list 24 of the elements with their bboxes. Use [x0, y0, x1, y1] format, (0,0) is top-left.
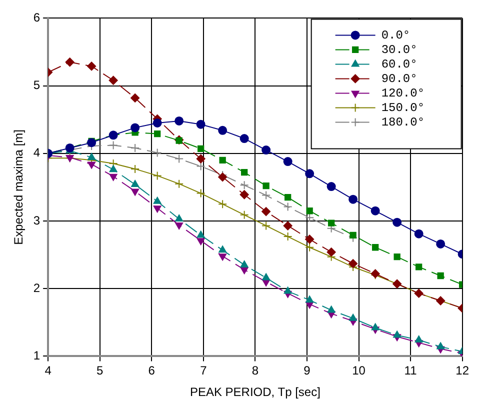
legend-label: 60.0°	[381, 57, 418, 72]
x-tick-label: 12	[456, 364, 470, 378]
legend-label: 90.0°	[381, 72, 418, 86]
y-tick-label: 1	[33, 348, 40, 363]
y-tick-label: 3	[33, 213, 40, 228]
x-tick-label: 9	[304, 364, 311, 378]
y-tick-label: 6	[33, 10, 40, 25]
x-tick-label: 7	[200, 364, 208, 378]
x-tick-label: 4	[44, 364, 52, 378]
legend-label: 150.0°	[381, 100, 425, 115]
x-tick-label: 8	[252, 364, 259, 378]
legend-label: 120.0°	[381, 86, 425, 100]
y-axis-title: Expected maxima [m]	[12, 130, 26, 245]
y-tick-label: 2	[33, 280, 40, 295]
y-tick-label: 4	[33, 146, 40, 160]
x-tick-label: 5	[96, 364, 104, 378]
legend-label: 180.0°	[381, 115, 425, 130]
y-tick-label: 5	[33, 78, 40, 92]
legend-label: 30.0°	[381, 42, 418, 57]
legend-label: 0.0°	[381, 28, 410, 42]
x-tick-label: 11	[404, 364, 418, 378]
x-axis-title: PEAK PERIOD, Tp [sec]	[190, 385, 320, 400]
x-tick-label: 6	[148, 364, 156, 378]
x-tick-label: 10	[352, 364, 366, 378]
